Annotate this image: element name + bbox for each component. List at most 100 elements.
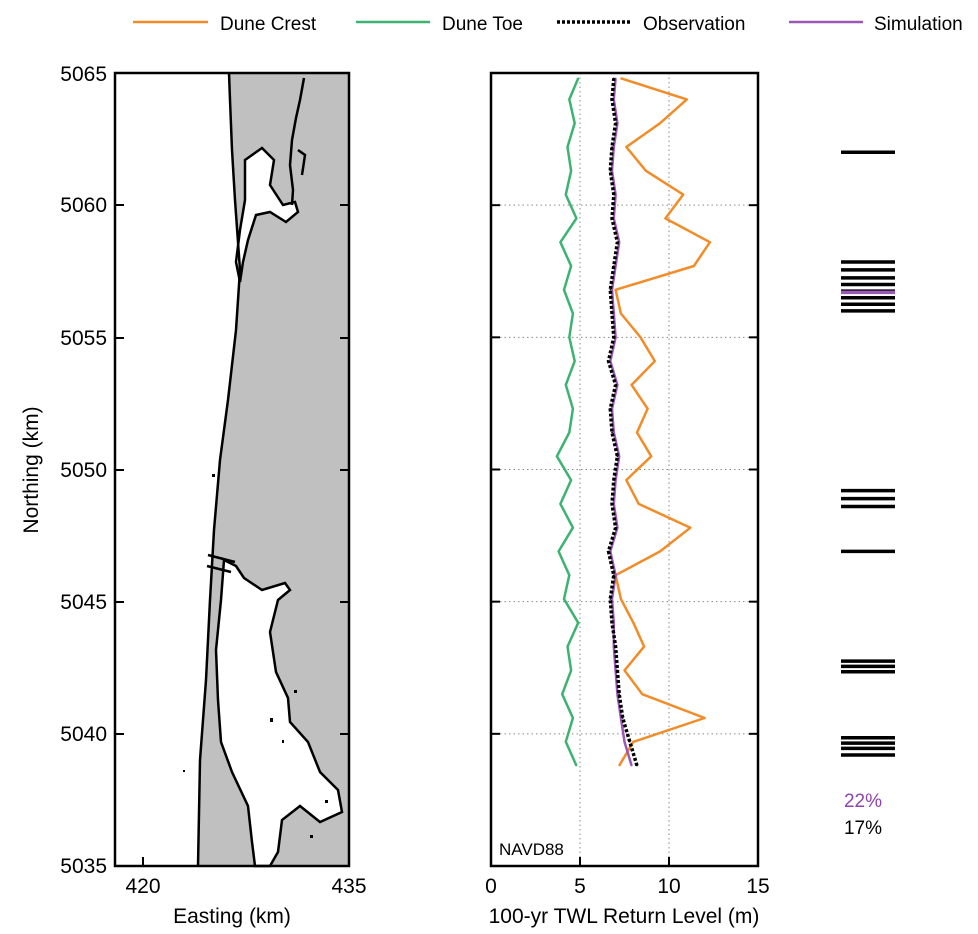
series-point-dune-toe: [557, 550, 560, 553]
series-point-dune-crest: [659, 122, 661, 124]
series-point-observation: [611, 622, 613, 624]
series-point-observation: [611, 312, 613, 315]
observed-percent: 17%: [844, 818, 882, 839]
series-point-observation: [609, 289, 612, 291]
series-point-observation: [616, 455, 619, 458]
legend-label-dune-toe: Dune Toe: [442, 14, 523, 35]
series-point-observation: [613, 574, 615, 576]
series-point-simulation: [613, 146, 615, 148]
series-point-simulation: [614, 574, 617, 576]
series-point-observation: [613, 479, 615, 481]
series-point-dune-crest: [643, 645, 645, 648]
series-point-dune-toe: [575, 217, 578, 220]
series-point-simulation: [618, 455, 620, 458]
series-point-dune-crest: [620, 77, 622, 80]
series-point-simulation: [616, 693, 619, 695]
ytick-label-5065: 5065: [60, 63, 107, 86]
series-point-observation: [611, 503, 613, 505]
series-point-dune-crest: [636, 431, 638, 434]
map-panel: 5035 5040 5045 5050 5055 5060 5065 420 4…: [20, 63, 367, 928]
series-point-observation: [607, 550, 610, 553]
series-point-observation: [621, 717, 624, 719]
series-point-dune-toe: [573, 360, 576, 362]
north-estuary: [234, 146, 300, 283]
series-point-observation: [614, 384, 617, 386]
series-point-dune-toe: [563, 598, 565, 600]
series-point-observation: [636, 764, 638, 767]
twl-ticks: [490, 204, 759, 866]
series-point-observation: [611, 217, 613, 220]
series-point-dune-toe: [570, 170, 572, 172]
series-point-observation: [629, 741, 631, 743]
series-point-observation: [613, 193, 615, 196]
series-point-dune-crest: [632, 622, 635, 624]
xtick-label-0: 0: [485, 875, 497, 898]
series-point-dune-toe: [561, 693, 563, 695]
series-point-simulation: [623, 741, 626, 743]
series-point-dune-crest: [689, 526, 692, 529]
series-point-dune-toe: [565, 741, 567, 743]
series-point-dune-crest: [620, 312, 622, 315]
series-point-observation: [614, 526, 617, 529]
series-line-dune-toe: [555, 77, 580, 767]
series-point-dune-toe: [572, 312, 574, 315]
series-point-dune-toe: [566, 146, 569, 148]
series-point-simulation: [611, 289, 613, 291]
series-point-dune-crest: [618, 764, 620, 767]
twl-xlabel: 100-yr TWL Return Level (m): [489, 905, 760, 928]
series-point-observation: [609, 407, 612, 410]
map-xlabel: Easting (km): [173, 905, 291, 928]
map-ylabel: Northing (km): [20, 406, 43, 533]
series-point-dune-crest: [625, 146, 628, 148]
series-point-dune-crest: [650, 455, 652, 458]
series-point-dune-crest: [659, 550, 661, 553]
series-point-dune-crest: [703, 717, 706, 719]
series-point-dune-toe: [563, 289, 565, 291]
ytick-label-5060: 5060: [60, 194, 107, 217]
ytick-label-5055: 5055: [60, 327, 107, 350]
xtick-label-420: 420: [125, 875, 160, 898]
series-point-dune-crest: [637, 503, 640, 505]
series-point-dune-toe: [568, 431, 571, 434]
ytick-label-5035: 5035: [60, 855, 107, 878]
series-point-dune-toe: [559, 503, 562, 505]
series-point-dune-toe: [573, 122, 576, 124]
series-point-dune-crest: [654, 360, 656, 362]
twl-xtick-labels: 0 5 10 15: [485, 875, 770, 898]
series-point-dune-crest: [646, 407, 649, 410]
series-point-dune-crest: [614, 289, 617, 291]
series-point-dune-crest: [693, 265, 695, 267]
map-xtick-labels: 420 435: [125, 875, 366, 898]
series-point-dune-crest: [623, 669, 626, 672]
series-point-dune-toe: [572, 717, 574, 719]
series-point-observation: [616, 669, 619, 672]
series-point-dune-crest: [686, 98, 688, 101]
series-point-dune-toe: [556, 455, 558, 458]
series-point-dune-toe: [565, 193, 567, 196]
series-point-simulation: [630, 764, 633, 767]
twl-background: [491, 73, 758, 866]
series-point-observation: [614, 122, 617, 124]
series-line-observation: [606, 78, 639, 767]
series-point-dune-toe: [566, 645, 569, 648]
series-point-dune-toe: [570, 669, 572, 672]
series-point-observation: [614, 645, 617, 648]
legend-label-simulation: Simulation: [874, 14, 963, 35]
series-point-dune-toe: [577, 77, 579, 80]
series-point-simulation: [613, 431, 615, 434]
series-point-observation: [611, 146, 613, 148]
map-ytick-labels: 5035 5040 5045 5050 5055 5060 5065: [60, 63, 107, 878]
series-point-observation: [611, 431, 613, 434]
series-point-dune-toe: [572, 407, 574, 410]
xtick-label-435: 435: [331, 875, 366, 898]
series-point-dune-crest: [625, 479, 628, 481]
series-point-dune-toe: [568, 98, 571, 101]
series-point-dune-toe: [575, 764, 578, 767]
series-point-observation: [613, 336, 615, 339]
legend-label-dune-crest: Dune Crest: [220, 14, 317, 35]
series-point-observation: [616, 241, 619, 243]
ytick-label-5045: 5045: [60, 591, 107, 614]
series-point-observation: [618, 693, 620, 695]
strip-marks: [841, 150, 895, 757]
